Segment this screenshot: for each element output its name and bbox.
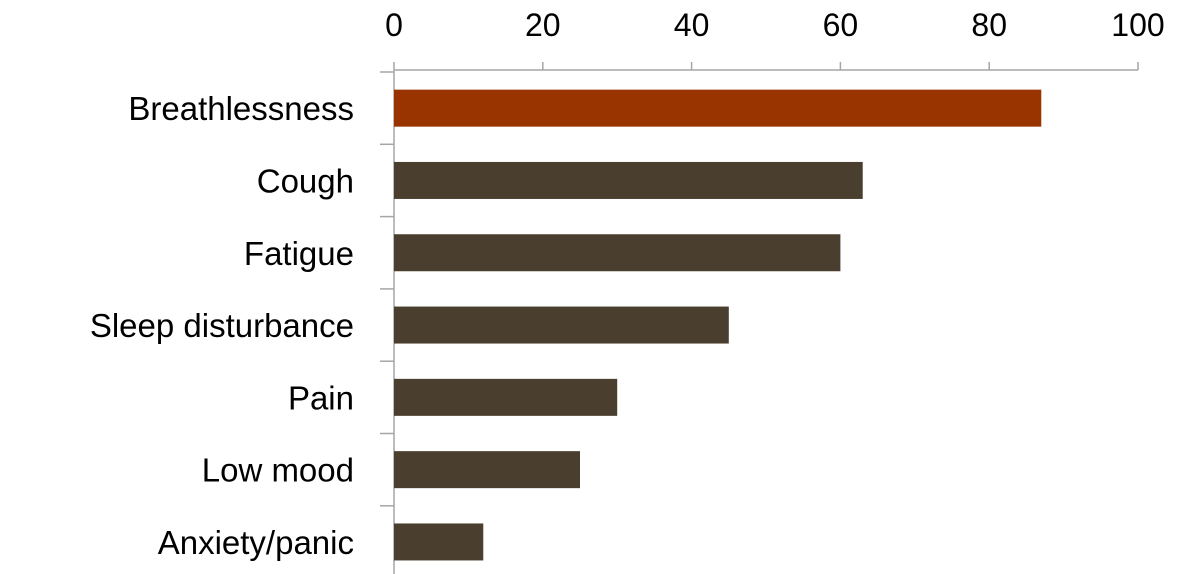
y-axis: Breathlessness Cough Fatigue Sleep disturba… (90, 70, 395, 574)
category-label: Anxiety/panic (158, 524, 354, 561)
bar (394, 89, 1042, 127)
x-tick-label: 0 (385, 7, 403, 43)
bar (394, 523, 484, 561)
category-label: Pain (288, 379, 354, 416)
category-label: Cough (257, 162, 354, 199)
x-tick-label: 80 (971, 7, 1007, 43)
x-tick-label: 60 (823, 7, 859, 43)
category-label: Fatigue (244, 235, 354, 272)
x-axis: 0 20 40 60 80 100 (385, 7, 1165, 71)
bar (394, 451, 580, 489)
bar (394, 378, 618, 416)
category-label: Sleep disturbance (90, 307, 354, 344)
category-label: Low mood (202, 452, 354, 489)
category-label: Breathlessness (128, 90, 354, 127)
bar (394, 234, 841, 272)
bars-group (394, 89, 1042, 561)
x-tick-label: 40 (674, 7, 710, 43)
bar (394, 306, 729, 344)
x-tick-label: 100 (1111, 7, 1164, 43)
x-tick-label: 20 (525, 7, 561, 43)
bar (394, 161, 863, 199)
